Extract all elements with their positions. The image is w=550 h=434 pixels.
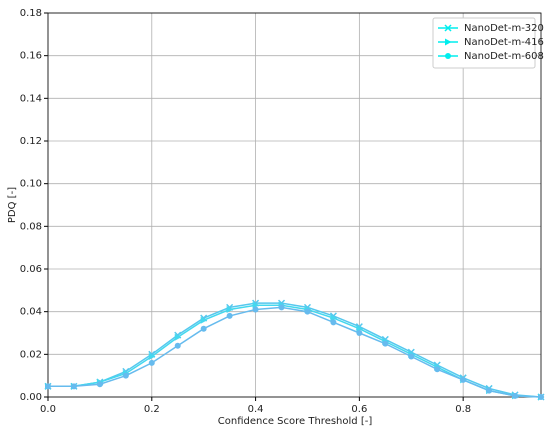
marker (174, 342, 181, 349)
marker (226, 312, 233, 319)
x-tick-label: 0.6 (351, 404, 367, 415)
x-tick-label: 0.2 (144, 404, 160, 415)
y-tick-label: 0.18 (20, 8, 42, 19)
legend-box (432, 17, 536, 69)
marker (382, 340, 389, 347)
series-line (48, 304, 542, 398)
x-tick-label: 0.0 (40, 404, 56, 415)
legend-label: NanoDet-m-416 (464, 37, 544, 48)
marker (200, 325, 207, 332)
marker (278, 304, 285, 311)
y-tick-label: 0.12 (20, 136, 42, 147)
marker (330, 319, 337, 326)
x-axis-label: Confidence Score Threshold [-] (218, 416, 373, 427)
marker (445, 38, 452, 46)
marker (70, 383, 77, 390)
legend-label: NanoDet-m-320 (464, 23, 544, 34)
marker (445, 53, 451, 59)
marker (174, 333, 182, 341)
legend: NanoDet-m-320 NanoDet-m-416 NanoDet-m-608 (432, 17, 544, 69)
x-tick-label: 0.4 (248, 404, 264, 415)
series-line (48, 306, 542, 398)
marker (226, 306, 234, 314)
marker (434, 366, 441, 373)
y-tick-label: 0.06 (20, 264, 42, 275)
marker (356, 330, 363, 336)
y-tick-label: 0.00 (20, 392, 42, 403)
marker (408, 353, 415, 360)
legend-label: NanoDet-m-608 (464, 51, 544, 62)
y-tick-label: 0.16 (20, 51, 42, 62)
plot-frame (47, 12, 542, 398)
marker (252, 306, 259, 313)
marker (148, 352, 156, 360)
series-line (48, 302, 542, 398)
marker (538, 394, 544, 400)
y-tick-label: 0.14 (20, 93, 42, 104)
y-tick-label: 0.10 (20, 179, 42, 190)
marker (304, 308, 311, 315)
marker (45, 383, 51, 390)
marker (96, 381, 103, 388)
y-axis-label: PDQ [-] (7, 187, 18, 223)
marker (486, 387, 493, 394)
marker (444, 24, 452, 32)
y-tick-label: 0.04 (20, 307, 42, 318)
marker (460, 376, 467, 383)
marker (512, 392, 519, 399)
y-tick-label: 0.08 (20, 221, 42, 232)
y-tick-label: 0.02 (20, 349, 42, 360)
marker (122, 372, 129, 379)
marker (200, 316, 208, 324)
x-tick-label: 0.8 (455, 404, 471, 415)
marker (148, 359, 155, 366)
